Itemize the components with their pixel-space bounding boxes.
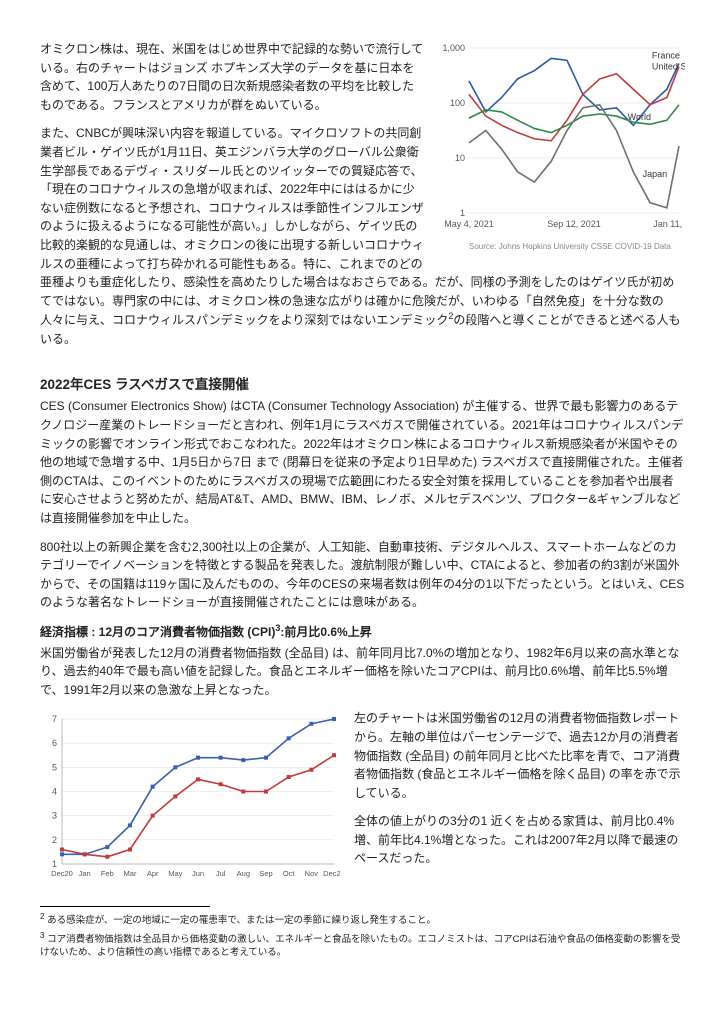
svg-text:3: 3 [52, 811, 57, 821]
svg-text:1: 1 [460, 208, 465, 218]
svg-text:1,000: 1,000 [442, 43, 465, 53]
cpi-subhead: 経済指標 : 12月のコア消費者物価指数 (CPI)3:前月比0.6%上昇 [40, 622, 685, 642]
cpi-row: 1 2 3 4 5 6 7 Dec20 Jan Feb Mar Apr May Jun Jul Aug Sep O… [40, 709, 685, 884]
svg-text:Jan 11, 2022: Jan 11, 2022 [653, 219, 685, 229]
svg-text:7: 7 [52, 714, 57, 724]
svg-text:Mar: Mar [124, 869, 137, 878]
cpi-side-2: 全体の値上がりの3分の1 近くを占める家賃は、前月比0.4%増、前年比4.1%増… [354, 812, 685, 868]
svg-text:4: 4 [52, 787, 57, 797]
covid-chart: 1 10 100 1,000 May 4, 2021 Sep 12, 2021 Jan 11… [435, 40, 685, 255]
svg-text:6: 6 [52, 738, 57, 748]
ces-heading: 2022年CES ラスベガスで直接開催 [40, 375, 685, 396]
svg-text:Jun: Jun [192, 869, 204, 878]
cpi-side-1: 左のチャートは米国労働省の12月の消費者物価指数レポートから。左軸の単位はパーセ… [354, 709, 685, 802]
svg-text:Feb: Feb [101, 869, 114, 878]
svg-text:Source: Johns Hopkins Universi: Source: Johns Hopkins University CSSE CO… [469, 242, 671, 251]
footnote-separator [40, 906, 210, 907]
svg-text:Aug: Aug [237, 869, 250, 878]
svg-text:5: 5 [52, 763, 57, 773]
svg-text:10: 10 [455, 153, 465, 163]
svg-text:Sep 12, 2021: Sep 12, 2021 [547, 219, 601, 229]
ces-paragraph-1: CES (Consumer Electronics Show) はCTA (Co… [40, 397, 685, 527]
svg-text:2: 2 [52, 835, 57, 845]
svg-text:1: 1 [52, 859, 57, 869]
svg-text:May: May [168, 869, 182, 878]
svg-text:May 4, 2021: May 4, 2021 [444, 219, 494, 229]
svg-text:100: 100 [450, 98, 465, 108]
svg-text:United States: United States [652, 62, 685, 72]
cpi-subhead-post: :前月比0.6%上昇 [280, 625, 371, 639]
svg-text:Japan: Japan [643, 169, 668, 179]
footnote-2: 2 ある感染症が、一定の地域に一定の罹患率で、または一定の季節に繰り返し発生する… [40, 911, 685, 927]
ces-paragraph-2: 800社以上の新興企業を含む2,300社以上の企業が、人工知能、自動車技術、デジ… [40, 538, 685, 612]
svg-text:Jul: Jul [216, 869, 226, 878]
svg-text:Oct: Oct [283, 869, 296, 878]
cpi-chart: 1 2 3 4 5 6 7 Dec20 Jan Feb Mar Apr May Jun Jul Aug Sep O… [40, 709, 340, 884]
svg-text:Nov: Nov [305, 869, 319, 878]
svg-text:Dec21: Dec21 [323, 869, 340, 878]
svg-text:Jan: Jan [79, 869, 91, 878]
cpi-subhead-pre: 経済指標 : 12月のコア消費者物価指数 (CPI) [40, 625, 275, 639]
footnote-3: 3 コア消費者物価指数は全品目から価格変動の激しい、エネルギーと食品を除いたもの… [40, 930, 685, 960]
svg-text:Apr: Apr [147, 869, 159, 878]
cpi-intro: 米国労働省が発表した12月の消費者物価指数 (全品目) は、前年同月比7.0%の… [40, 644, 685, 700]
svg-text:Dec20: Dec20 [51, 869, 73, 878]
svg-text:Sep: Sep [259, 869, 272, 878]
svg-text:France: France [652, 50, 680, 60]
svg-text:World: World [628, 112, 651, 122]
omicron-section: 1 10 100 1,000 May 4, 2021 Sep 12, 2021 Jan 11… [40, 40, 685, 359]
